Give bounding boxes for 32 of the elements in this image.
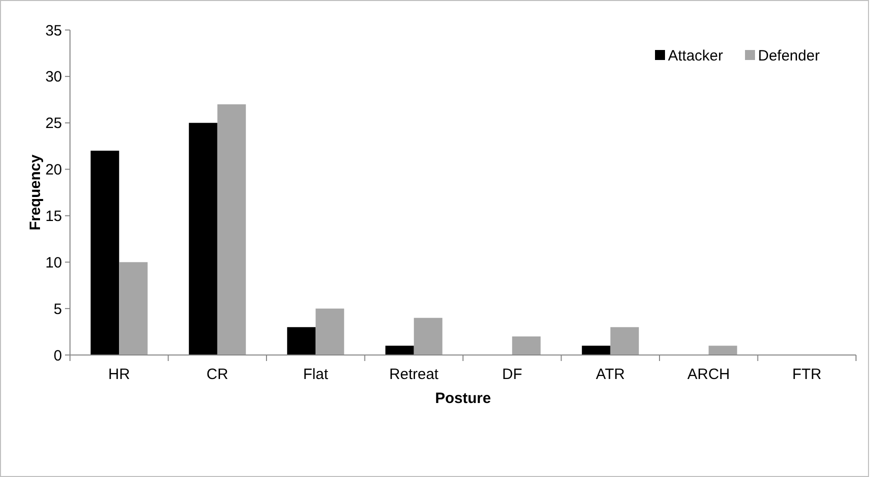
- legend-label: Attacker: [668, 47, 724, 64]
- bar: [217, 104, 246, 355]
- bar: [582, 346, 610, 355]
- y-tick-label: 25: [45, 115, 62, 132]
- y-tick-label: 10: [45, 254, 62, 272]
- bar: [385, 346, 414, 355]
- bar: [188, 122, 218, 355]
- bar: [708, 346, 738, 355]
- x-tick-label: FTR: [792, 366, 822, 383]
- bar: [512, 336, 541, 355]
- x-tick-label: ATR: [596, 366, 625, 383]
- x-tick-label: CR: [206, 366, 228, 383]
- y-tick-label: 0: [54, 347, 62, 364]
- bar: [119, 262, 148, 355]
- x-tick-label: ARCH: [687, 366, 730, 383]
- bar: [287, 327, 316, 355]
- bar: [90, 150, 120, 355]
- bar: [610, 327, 639, 355]
- x-tick-label: Flat: [303, 366, 329, 383]
- y-tick-label: 15: [45, 208, 62, 225]
- bar: [414, 318, 442, 355]
- bar: [316, 308, 344, 355]
- y-tick-label: 20: [45, 162, 62, 179]
- y-tick-label: 5: [54, 300, 62, 318]
- x-tick-label: HR: [108, 366, 130, 383]
- y-axis-title: Frequency: [27, 154, 44, 230]
- y-tick-label: 30: [45, 68, 62, 86]
- x-tick-label: Retreat: [389, 366, 440, 383]
- x-axis-title: Posture: [435, 390, 491, 407]
- y-tick-label: 35: [45, 22, 62, 40]
- x-tick-label: DF: [502, 366, 522, 383]
- legend-label: Defender: [758, 47, 820, 64]
